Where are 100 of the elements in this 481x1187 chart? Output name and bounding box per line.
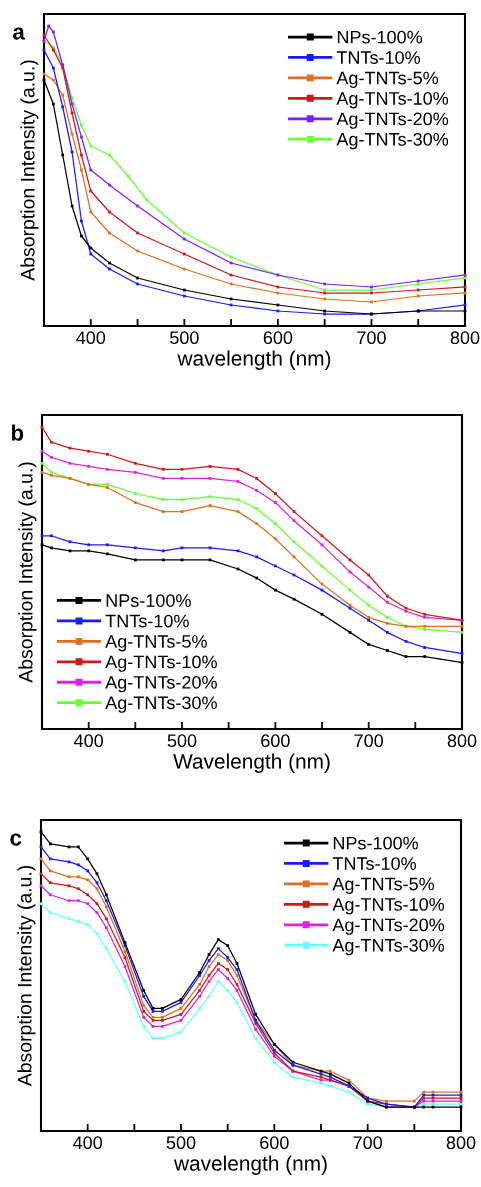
point	[367, 643, 371, 646]
legend-label: Ag-TNTs-30%	[105, 696, 217, 713]
point	[385, 621, 389, 625]
legend-label: Ag-TNTs-20%	[336, 112, 449, 129]
legend-label: Ag-TNTs-10%	[336, 92, 449, 109]
point	[86, 893, 90, 897]
point	[255, 477, 259, 480]
x-tick-label: 400	[73, 1136, 103, 1150]
point	[86, 857, 90, 861]
point	[87, 464, 91, 468]
point	[198, 983, 202, 986]
point	[254, 1027, 258, 1031]
point	[385, 631, 389, 634]
point	[328, 1084, 332, 1088]
legend-label: NPs-100%	[337, 30, 423, 44]
x-tick-label: 800	[447, 734, 477, 748]
point	[216, 947, 220, 950]
y-axis-title: Absorption Intensity (a.u.)	[20, 60, 39, 281]
point	[216, 953, 220, 956]
point	[254, 1012, 258, 1016]
point	[226, 944, 230, 947]
point	[198, 989, 202, 992]
point	[76, 920, 80, 924]
point	[367, 603, 371, 607]
point	[385, 615, 389, 619]
point	[161, 477, 165, 480]
point	[226, 968, 230, 971]
x-axis-title: Wavelength (nm)	[173, 753, 330, 773]
legend-label: Ag-TNTs-5%	[332, 877, 435, 894]
point	[133, 470, 137, 474]
point	[273, 588, 277, 592]
point	[160, 1024, 164, 1028]
legend-label: TNTs-10%	[336, 51, 421, 64]
point	[48, 881, 52, 885]
point	[105, 543, 109, 547]
legend-label: TNTs-10%	[105, 614, 189, 628]
legend-label: Ag-TNTs-30%	[332, 938, 445, 956]
legend-label: Ag-TNTs-5%	[336, 71, 439, 88]
point	[86, 878, 90, 882]
x-axis-title: wavelength (nm)	[177, 350, 331, 370]
point	[142, 989, 146, 992]
legend-label: Ag-TNTs-10%	[332, 898, 445, 915]
point	[133, 546, 137, 550]
legend-label: NPs-100%	[106, 594, 191, 607]
point	[133, 501, 137, 504]
point	[87, 449, 91, 453]
legend-label: Ag-TNTs-20%	[332, 918, 445, 935]
point	[142, 1010, 146, 1013]
x-axis-title: wavelength (nm)	[173, 1155, 327, 1175]
x-tick-label: 500	[169, 331, 199, 345]
point	[255, 522, 259, 526]
point	[161, 549, 165, 553]
point	[104, 905, 108, 909]
point	[87, 543, 91, 547]
point	[48, 893, 52, 897]
chart-title: b	[11, 424, 24, 441]
x-tick-label: 700	[354, 734, 384, 748]
point	[161, 498, 165, 501]
point	[385, 600, 389, 604]
point	[87, 549, 91, 553]
point	[49, 534, 53, 538]
point	[161, 510, 165, 513]
y-axis-title: Absorption Intensity (a.u.)	[17, 865, 36, 1087]
point	[105, 552, 109, 556]
point	[104, 947, 108, 950]
point	[216, 968, 220, 971]
point	[216, 962, 220, 965]
point	[76, 875, 80, 879]
x-tick-label: 500	[167, 734, 197, 748]
x-tick-label: 500	[166, 1136, 196, 1150]
x-tick-label: 700	[357, 331, 386, 345]
point	[49, 470, 53, 474]
x-tick-label: 600	[260, 1136, 289, 1150]
point	[105, 467, 109, 471]
legend-label: TNTs-10%	[332, 857, 417, 870]
x-tick-label: 400	[76, 331, 106, 345]
point	[273, 492, 277, 495]
point	[86, 902, 90, 906]
point	[76, 899, 80, 903]
point	[48, 869, 52, 873]
x-tick-label: 800	[450, 331, 480, 345]
point	[161, 467, 165, 471]
point	[216, 938, 220, 941]
point	[273, 501, 277, 504]
point	[423, 655, 427, 658]
point	[198, 995, 202, 998]
point	[133, 461, 137, 465]
point	[86, 923, 90, 927]
point	[48, 911, 52, 915]
x-tick-label: 400	[74, 734, 104, 748]
point	[198, 1007, 202, 1010]
legend-label: NPs-100%	[333, 836, 419, 850]
legend-label: Ag-TNTs-5%	[105, 635, 207, 652]
point	[76, 887, 80, 891]
point	[49, 455, 53, 459]
point	[105, 452, 109, 456]
point	[142, 1015, 146, 1019]
point	[76, 863, 80, 867]
x-tick-label: 800	[446, 1136, 476, 1150]
point	[255, 489, 259, 492]
